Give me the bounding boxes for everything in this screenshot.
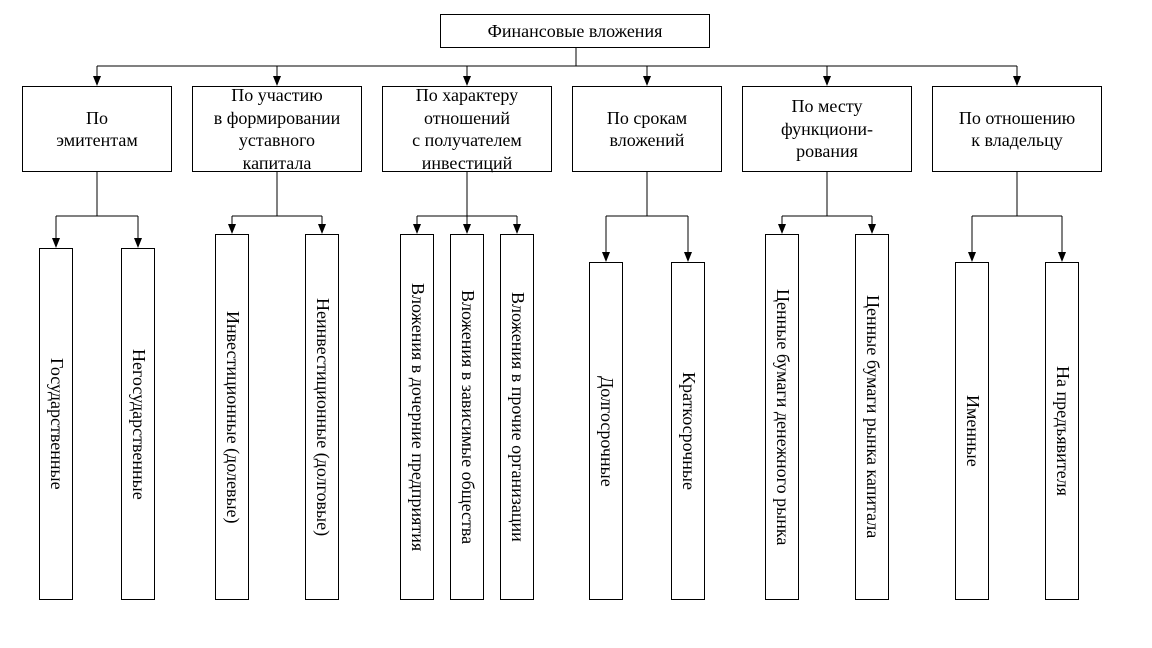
leaf-node: Неинвестиционные (долговые) [305,234,339,600]
category-place: По местуфункциони-рования [742,86,912,172]
leaf-label: Вложения в дочерние предприятия [406,283,428,551]
category-label: По участиюв формированииуставногокапитал… [208,80,347,178]
category-label: По местуфункциони-рования [775,91,879,167]
root-label: Финансовые вложения [482,16,669,47]
leaf-node: Ценные бумаги рынка капитала [855,234,889,600]
leaf-node: Государственные [39,248,73,600]
category-terms: По срокамвложений [572,86,722,172]
leaf-label: Негосударственные [127,349,149,500]
leaf-label: На предъявителя [1051,366,1073,496]
leaf-label: Ценные бумаги рынка капитала [861,295,883,538]
category-label: По отношениюк владельцу [953,103,1081,156]
leaf-label: Неинвестиционные (долговые) [311,298,333,536]
leaf-label: Инвестиционные (долевые) [221,311,243,524]
category-label: По характеруотношенийс получателеминвест… [406,80,528,178]
category-relations: По характеруотношенийс получателеминвест… [382,86,552,172]
leaf-label: Долгосрочные [595,376,617,487]
category-owner: По отношениюк владельцу [932,86,1102,172]
leaf-node: Долгосрочные [589,262,623,600]
category-label: Поэмитентам [50,103,144,156]
leaf-node: Краткосрочные [671,262,705,600]
leaf-label: Именные [961,395,983,467]
leaf-label: Ценные бумаги денежного рынка [771,289,793,545]
category-label: По срокамвложений [601,103,693,156]
leaf-label: Вложения в зависимые общества [456,290,478,544]
leaf-label: Вложения в прочие организации [506,292,528,542]
leaf-node: Инвестиционные (долевые) [215,234,249,600]
leaf-node: Вложения в зависимые общества [450,234,484,600]
category-emitters: Поэмитентам [22,86,172,172]
category-capital: По участиюв формированииуставногокапитал… [192,86,362,172]
leaf-node: Именные [955,262,989,600]
leaf-node: Ценные бумаги денежного рынка [765,234,799,600]
leaf-node: На предъявителя [1045,262,1079,600]
leaf-node: Вложения в прочие организации [500,234,534,600]
leaf-label: Государственные [45,358,67,490]
leaf-label: Краткосрочные [677,372,699,490]
leaf-node: Негосударственные [121,248,155,600]
root-node: Финансовые вложения [440,14,710,48]
leaf-node: Вложения в дочерние предприятия [400,234,434,600]
